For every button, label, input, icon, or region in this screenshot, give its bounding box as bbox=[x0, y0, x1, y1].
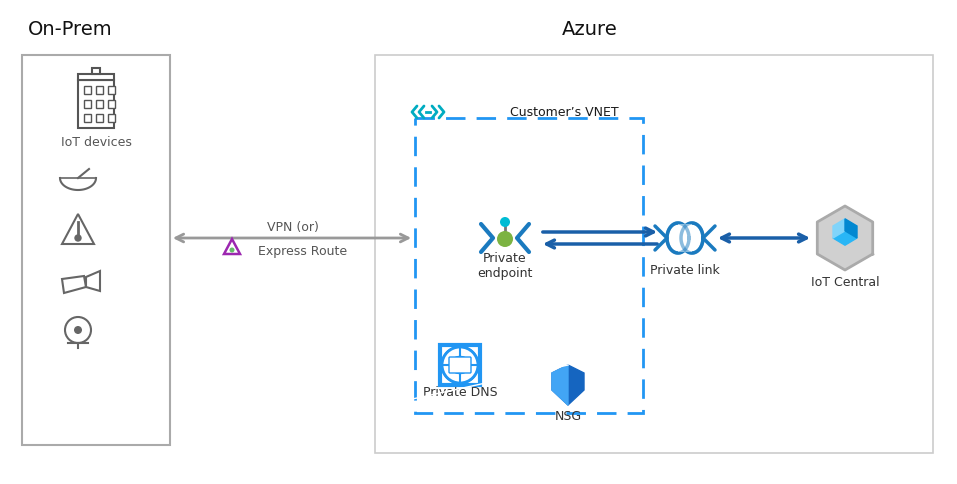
Text: Customer’s VNET: Customer’s VNET bbox=[510, 106, 618, 119]
Bar bbox=[108, 100, 115, 108]
Circle shape bbox=[442, 347, 478, 383]
Bar bbox=[78, 74, 114, 80]
Text: IoT devices: IoT devices bbox=[60, 136, 131, 150]
Bar bbox=[78, 80, 114, 128]
Polygon shape bbox=[552, 365, 584, 405]
Text: Express Route: Express Route bbox=[258, 244, 347, 257]
Bar bbox=[92, 68, 100, 74]
Polygon shape bbox=[833, 231, 857, 245]
Bar bbox=[84, 100, 91, 108]
Bar bbox=[108, 114, 115, 122]
Circle shape bbox=[74, 326, 82, 334]
Text: Private
endpoint: Private endpoint bbox=[478, 252, 533, 280]
Circle shape bbox=[230, 247, 234, 253]
Polygon shape bbox=[552, 365, 568, 405]
Text: On-Prem: On-Prem bbox=[28, 20, 113, 39]
Circle shape bbox=[75, 235, 81, 241]
Bar bbox=[96, 100, 103, 108]
Circle shape bbox=[500, 217, 510, 227]
Polygon shape bbox=[833, 219, 845, 238]
Text: Private link: Private link bbox=[650, 263, 720, 276]
Text: Azure: Azure bbox=[562, 20, 618, 39]
Bar bbox=[96, 114, 103, 122]
Bar bbox=[96, 86, 103, 94]
Text: VPN (or): VPN (or) bbox=[267, 222, 319, 235]
Bar bbox=[375, 55, 933, 453]
Text: IoT Central: IoT Central bbox=[811, 276, 879, 289]
Bar bbox=[84, 114, 91, 122]
FancyBboxPatch shape bbox=[449, 357, 471, 373]
Bar bbox=[678, 224, 692, 252]
Text: NSG: NSG bbox=[554, 410, 582, 424]
Text: DNS: DNS bbox=[450, 361, 470, 369]
Polygon shape bbox=[817, 206, 873, 270]
Text: Private DNS: Private DNS bbox=[423, 387, 498, 399]
Bar bbox=[84, 86, 91, 94]
Circle shape bbox=[497, 231, 513, 247]
Bar bbox=[415, 118, 643, 413]
Bar bbox=[108, 86, 115, 94]
Polygon shape bbox=[845, 219, 857, 238]
Bar bbox=[440, 345, 480, 385]
Bar bbox=[22, 55, 170, 445]
